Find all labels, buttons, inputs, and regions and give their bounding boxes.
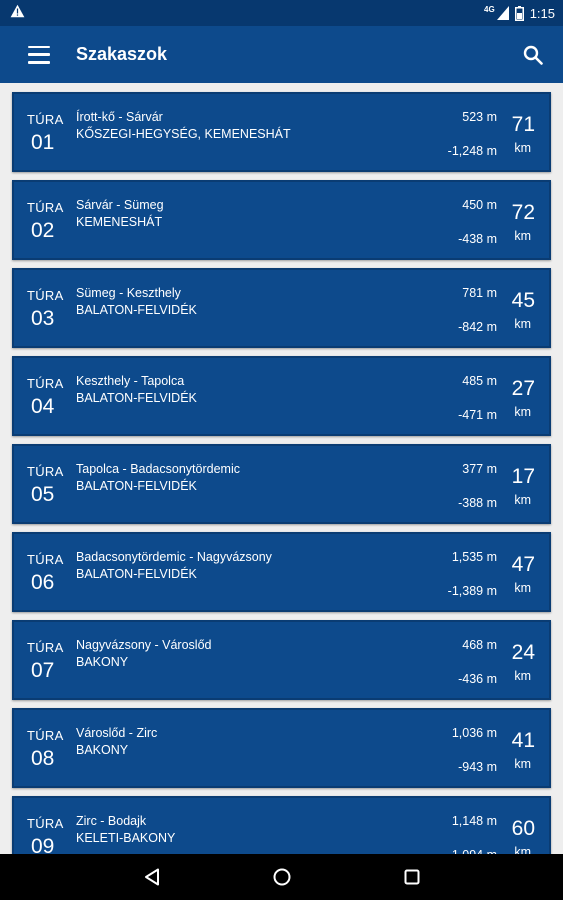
tour-card[interactable]: TÚRA 08 Városlőd - Zirc BAKONY 1,036 m -943 m… (12, 708, 551, 788)
elevation-gain: 781 m (462, 286, 497, 300)
signal-icon (496, 6, 509, 20)
elevation-loss: -388 m (458, 496, 497, 510)
tour-card[interactable]: TÚRA 01 Írott-kő - Sárvár KŐSZEGI-HEGYSÉG, … (12, 92, 551, 172)
tour-card[interactable]: TÚRA 06 Badacsonytördemic - Nagyvázsony BAL… (12, 532, 551, 612)
tour-label: TÚRA (27, 728, 64, 743)
status-bar: 4G 1:15 (0, 0, 563, 26)
home-icon[interactable] (267, 862, 297, 892)
elevation-gain: 485 m (462, 374, 497, 388)
tour-label: TÚRA (27, 376, 64, 391)
region-name: BALATON-FELVIDÉK (76, 391, 197, 405)
navigation-bar (0, 854, 563, 900)
elevation-gain: 523 m (462, 110, 497, 124)
tour-label: TÚRA (27, 816, 64, 831)
tour-card[interactable]: TÚRA 04 Keszthely - Tapolca BALATON-FELVIDÉ… (12, 356, 551, 436)
distance-unit: km (514, 757, 531, 771)
distance-value: 27 (511, 377, 535, 400)
region-name: BAKONY (76, 743, 129, 757)
route-name: Nagyvázsony - Városlőd (76, 638, 212, 652)
recents-icon[interactable] (397, 862, 427, 892)
tour-card[interactable]: TÚRA 09 Zirc - Bodajk KELETI-BAKONY 1,148 m -… (12, 796, 551, 854)
network-type: 4G (484, 5, 495, 14)
tour-label: TÚRA (27, 200, 64, 215)
tour-number: 04 (31, 395, 55, 418)
route-name: Sümeg - Keszthely (76, 286, 181, 300)
distance-unit: km (514, 229, 531, 243)
tour-label: TÚRA (27, 112, 64, 127)
distance-unit: km (514, 405, 531, 419)
elevation-loss: -943 m (458, 760, 497, 774)
distance-value: 17 (511, 465, 535, 488)
tour-label: TÚRA (27, 288, 64, 303)
tour-number: 07 (31, 659, 55, 682)
distance-unit: km (514, 317, 531, 331)
elevation-gain: 1,535 m (451, 550, 497, 564)
page-title: Szakaszok (76, 44, 168, 64)
route-name: Keszthely - Tapolca (76, 374, 185, 388)
region-name: BALATON-FELVIDÉK (76, 479, 197, 493)
route-name: Badacsonytördemic - Nagyvázsony (76, 550, 272, 564)
tour-card[interactable]: TÚRA 05 Tapolca - Badacsonytördemic BALATON… (12, 444, 551, 524)
tour-card[interactable]: TÚRA 02 Sárvár - Sümeg KEMENESHÁT 450 m -438 … (12, 180, 551, 260)
tour-number: 03 (31, 307, 55, 330)
region-name: BALATON-FELVIDÉK (76, 567, 197, 581)
back-icon[interactable] (137, 862, 167, 892)
region-name: KŐSZEGI-HEGYSÉG, KEMENESHÁT (76, 127, 291, 141)
tour-number: 02 (31, 219, 55, 242)
route-name: Városlőd - Zirc (76, 726, 158, 740)
tour-card[interactable]: TÚRA 03 Sümeg - Keszthely BALATON-FELVIDÉK 7… (12, 268, 551, 348)
distance-value: 60 (511, 817, 535, 840)
region-name: KEMENESHÁT (76, 215, 163, 229)
elevation-loss: -1,389 m (447, 584, 497, 598)
route-name: Zirc - Bodajk (76, 814, 147, 828)
distance-unit: km (514, 845, 531, 854)
distance-unit: km (514, 669, 531, 683)
tour-number: 08 (31, 747, 55, 770)
distance-value: 24 (511, 641, 535, 664)
distance-unit: km (514, 141, 531, 155)
distance-value: 72 (511, 201, 535, 224)
elevation-gain: 468 m (462, 638, 497, 652)
tour-number: 09 (31, 835, 55, 854)
battery-icon (514, 5, 524, 21)
elevation-gain: 1,036 m (451, 726, 497, 740)
elevation-loss: -1,094 m (448, 848, 497, 854)
elevation-loss: -438 m (458, 232, 497, 246)
distance-unit: km (514, 493, 531, 507)
distance-value: 41 (511, 729, 535, 752)
search-icon[interactable] (521, 43, 545, 67)
tour-number: 06 (31, 571, 55, 594)
route-name: Tapolca - Badacsonytördemic (76, 462, 240, 476)
tour-number: 01 (31, 131, 55, 154)
distance-unit: km (514, 581, 531, 595)
elevation-gain: 1,148 m (451, 814, 497, 828)
elevation-loss: -471 m (458, 408, 497, 422)
elevation-loss: -436 m (458, 672, 497, 686)
tour-card[interactable]: TÚRA 07 Nagyvázsony - Városlőd BAKONY 468 m -… (12, 620, 551, 700)
elevation-loss: -842 m (458, 320, 497, 334)
region-name: KELETI-BAKONY (76, 831, 176, 845)
tour-label: TÚRA (27, 552, 64, 567)
route-name: Sárvár - Sümeg (76, 198, 164, 212)
distance-value: 45 (511, 289, 535, 312)
region-name: BAKONY (76, 655, 129, 669)
tour-label: TÚRA (27, 464, 64, 479)
route-name: Írott-kő - Sárvár (76, 110, 163, 124)
tour-label: TÚRA (27, 640, 64, 655)
elevation-loss: -1,248 m (447, 144, 497, 158)
tour-list[interactable]: TÚRA 01 Írott-kő - Sárvár KŐSZEGI-HEGYSÉG, … (0, 83, 563, 854)
menu-icon[interactable] (28, 45, 50, 64)
distance-value: 47 (511, 553, 535, 576)
elevation-gain: 450 m (462, 198, 497, 212)
distance-value: 71 (511, 113, 535, 136)
elevation-gain: 377 m (462, 462, 497, 476)
warning-icon (10, 4, 25, 23)
app-bar: Szakaszok (0, 26, 563, 83)
clock: 1:15 (529, 5, 555, 21)
tour-number: 05 (31, 483, 55, 506)
region-name: BALATON-FELVIDÉK (76, 303, 197, 317)
